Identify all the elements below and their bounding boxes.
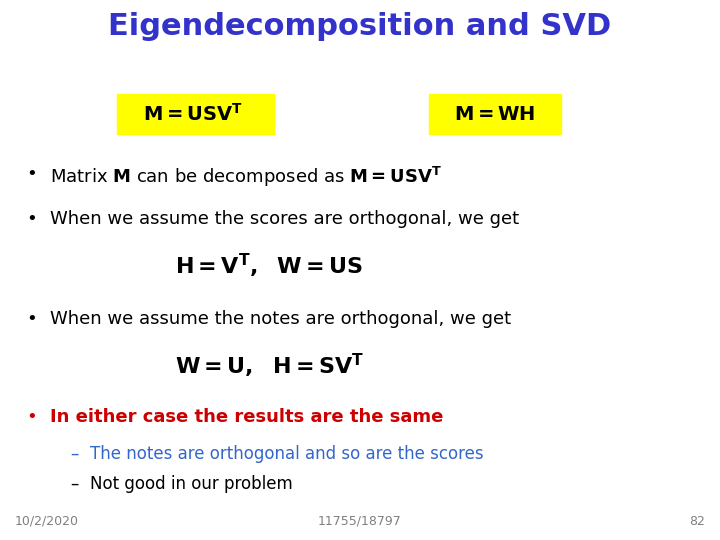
Text: •: • xyxy=(27,165,37,183)
Text: $\mathbf{W = U,\ \ H = SV}^{\mathbf{T}}$: $\mathbf{W = U,\ \ H = SV}^{\mathbf{T}}$ xyxy=(175,352,364,380)
Text: $\mathbf{H = V}^{\mathbf{T}}\mathbf{,\ \ W = US}$: $\mathbf{H = V}^{\mathbf{T}}\mathbf{,\ \… xyxy=(175,252,363,280)
Text: In either case the results are the same: In either case the results are the same xyxy=(50,408,444,426)
Text: $\mathbf{M = WH}$: $\mathbf{M = WH}$ xyxy=(454,105,536,124)
Text: The notes are orthogonal and so are the scores: The notes are orthogonal and so are the … xyxy=(90,445,484,463)
Text: Not good in our problem: Not good in our problem xyxy=(90,475,293,493)
FancyBboxPatch shape xyxy=(429,94,561,134)
Text: Matrix $\mathbf{M}$ can be decomposed as $\mathbf{M = USV}^{\mathbf{T}}$: Matrix $\mathbf{M}$ can be decomposed as… xyxy=(50,165,442,189)
Text: 82: 82 xyxy=(689,515,705,528)
Text: •: • xyxy=(27,210,37,228)
Text: –: – xyxy=(70,475,78,493)
Text: Eigendecomposition and SVD: Eigendecomposition and SVD xyxy=(109,12,611,41)
Text: •: • xyxy=(27,408,37,426)
Text: 11755/18797: 11755/18797 xyxy=(318,515,402,528)
Text: –: – xyxy=(70,445,78,463)
FancyBboxPatch shape xyxy=(117,94,274,134)
Text: $\mathbf{M = USV}^{\mathbf{T}}$: $\mathbf{M = USV}^{\mathbf{T}}$ xyxy=(143,103,242,125)
Text: •: • xyxy=(27,310,37,328)
Text: When we assume the notes are orthogonal, we get: When we assume the notes are orthogonal,… xyxy=(50,310,511,328)
Text: When we assume the scores are orthogonal, we get: When we assume the scores are orthogonal… xyxy=(50,210,519,228)
Text: 10/2/2020: 10/2/2020 xyxy=(15,515,79,528)
